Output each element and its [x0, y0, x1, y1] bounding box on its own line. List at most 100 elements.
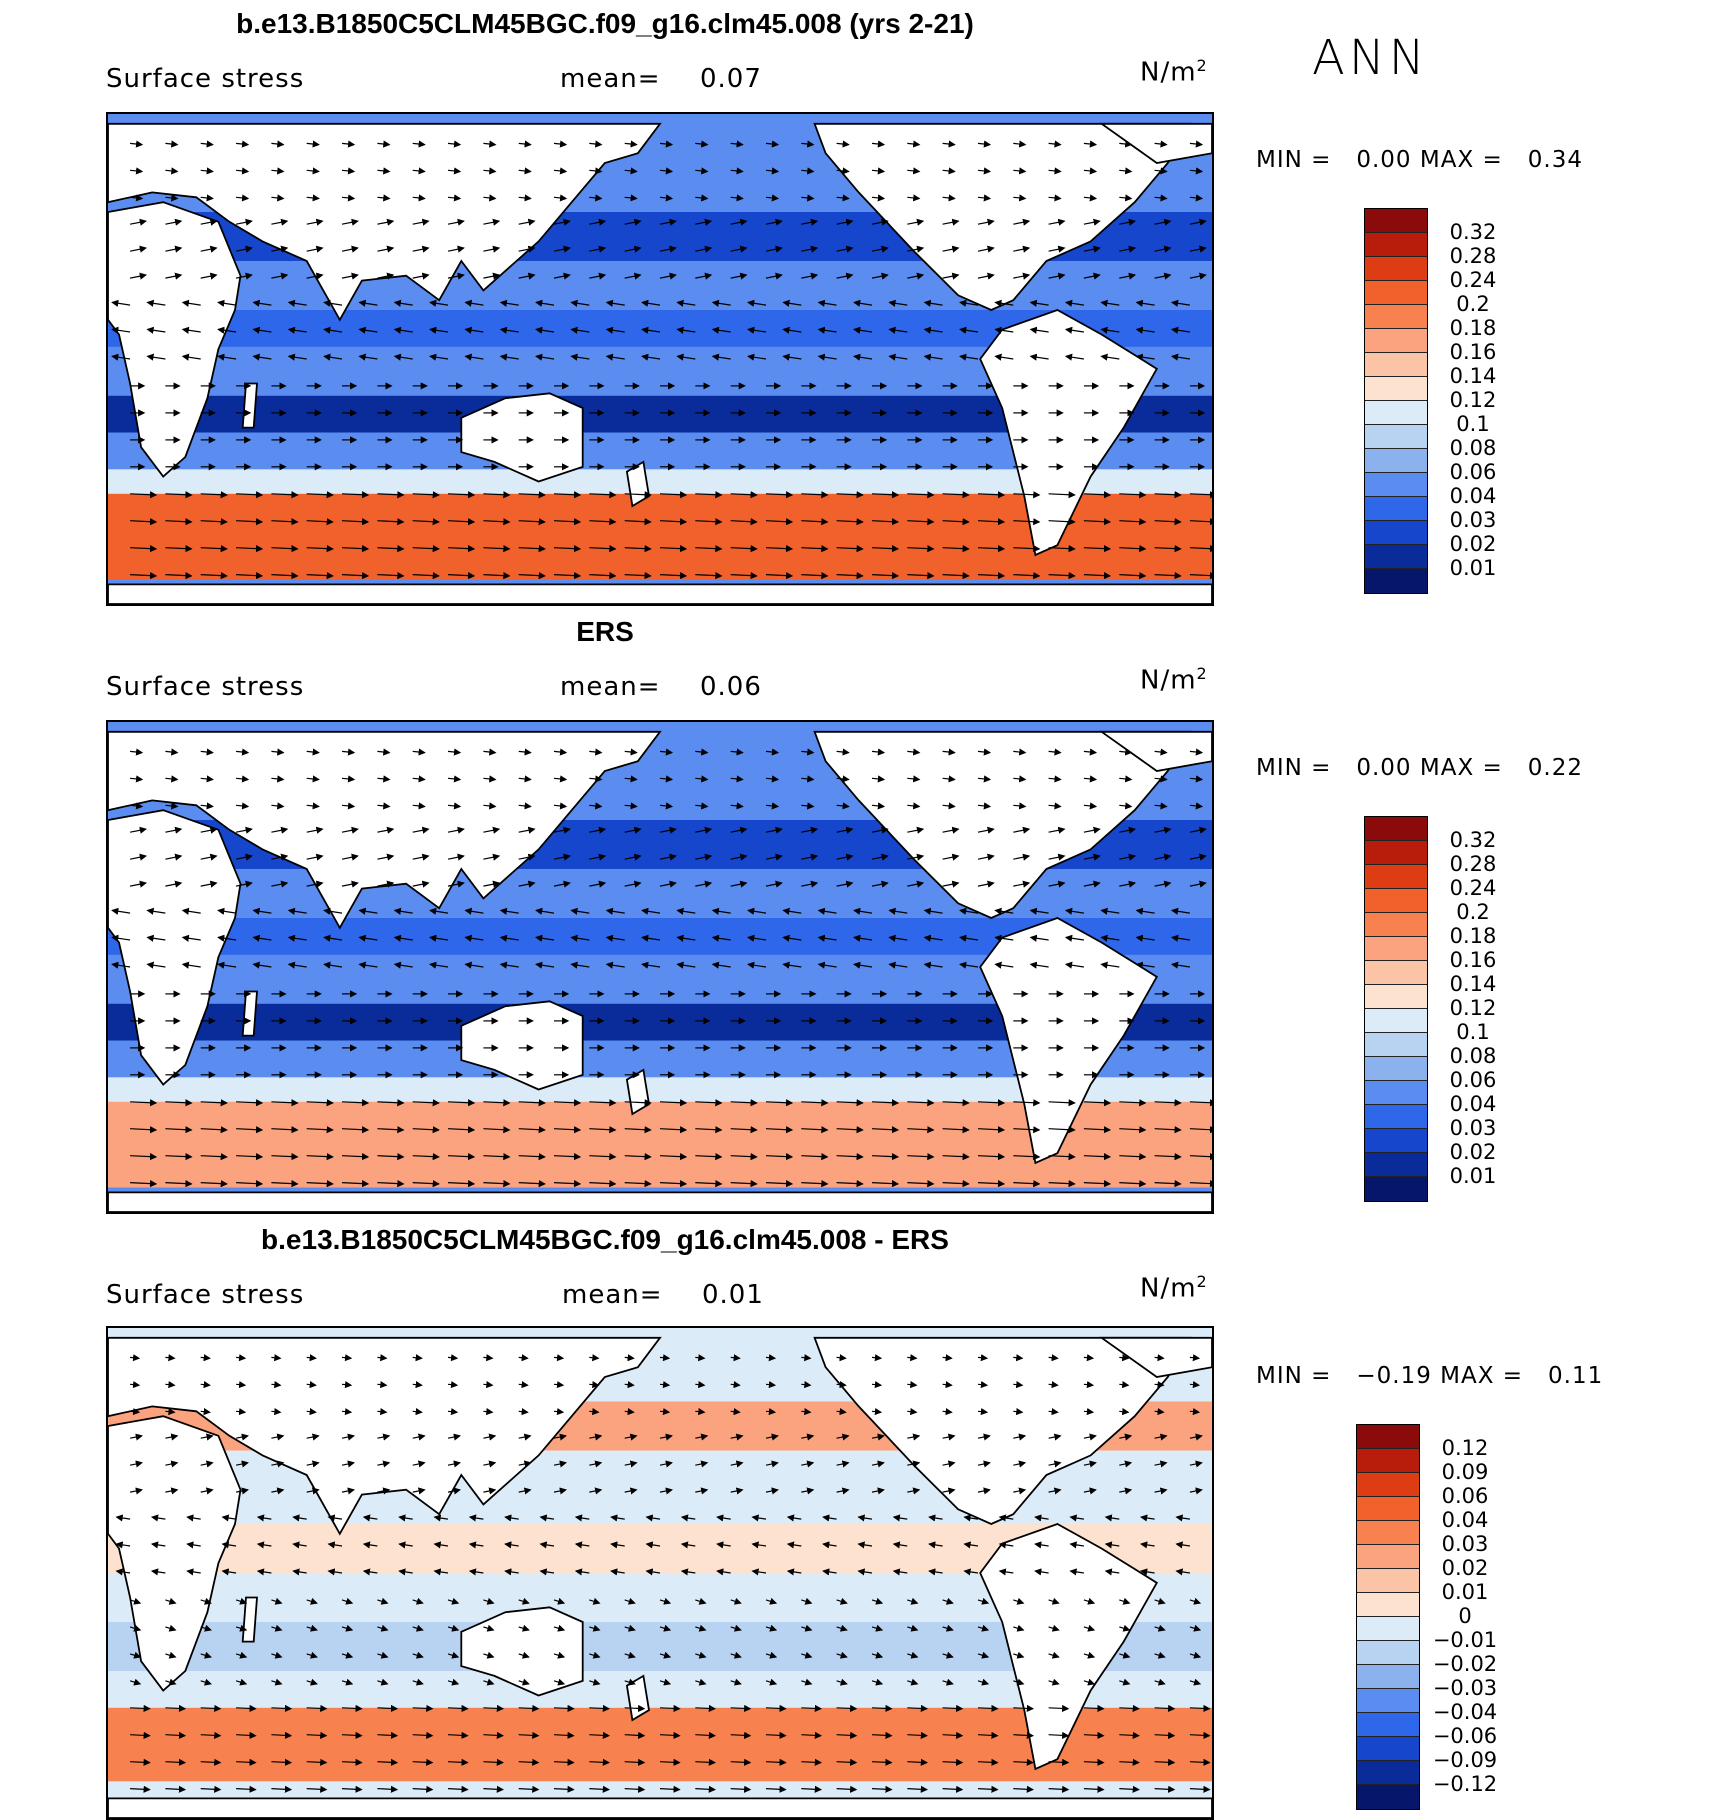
wind-stress-arrow [801, 572, 829, 580]
wind-stress-arrow [165, 853, 183, 861]
wind-stress-arrow [271, 518, 299, 526]
colorbar-swatch [1365, 569, 1427, 593]
wind-stress-arrow [181, 907, 201, 915]
wind-stress-arrow [570, 907, 590, 915]
ocean-shading-band [108, 273, 1212, 287]
wind-stress-arrow [959, 299, 979, 307]
colorbar-tick-label: 0.28 [1449, 852, 1497, 876]
wind-stress-arrow [483, 802, 497, 810]
wind-stress-arrow [853, 934, 873, 942]
wind-stress-arrow [1013, 748, 1027, 756]
wind-stress-arrow [801, 140, 815, 148]
wind-stress-arrow [801, 272, 819, 280]
wind-stress-arrow [801, 748, 815, 756]
wind-stress-arrow [464, 907, 484, 915]
wind-stress-arrow [200, 853, 218, 861]
colorbar-tick-label: 0.09 [1441, 1460, 1489, 1484]
wind-stress-arrow [341, 802, 356, 810]
wind-stress-arrow [836, 245, 854, 253]
wind-stress-arrow [447, 194, 462, 202]
panel-3-colorbar: 0.12 0.09 0.06 0.04 0.03 0.02 0.01 0 −0.01 −0.02−… [1356, 1424, 1497, 1810]
wind-stress-arrow [287, 934, 307, 942]
wind-stress-arrow [1048, 167, 1062, 175]
wind-stress-arrow [429, 907, 449, 915]
wind-stress-arrow [801, 194, 815, 202]
wind-stress-arrow [871, 880, 889, 888]
wind-stress-arrow [129, 853, 147, 861]
wind-stress-arrow [1119, 1099, 1147, 1107]
wind-stress-arrow [447, 272, 465, 280]
wind-stress-arrow [695, 802, 709, 810]
wind-stress-arrow [165, 218, 183, 226]
wind-stress-arrow [942, 194, 956, 202]
panel-2-mean-value: 0.06 [700, 672, 762, 702]
wind-stress-arrow [447, 826, 465, 834]
wind-stress-arrow [323, 934, 343, 942]
panel-1-min-max: MIN = 0.00 MAX = 0.34 [1256, 147, 1583, 173]
wind-stress-arrow [553, 518, 582, 526]
wind-stress-arrow [1119, 545, 1147, 553]
wind-stress-arrow [341, 1126, 370, 1134]
wind-stress-arrow [765, 491, 794, 499]
wind-stress-arrow [412, 194, 426, 202]
wind-stress-arrow [464, 326, 484, 334]
wind-stress-arrow [341, 245, 359, 253]
wind-stress-arrow [165, 194, 179, 202]
ocean-shading-band [108, 359, 1212, 373]
wind-stress-arrow [589, 194, 603, 202]
wind-stress-arrow [165, 802, 179, 810]
wind-stress-arrow [393, 299, 413, 307]
wind-stress-arrow [1189, 218, 1207, 226]
wind-stress-arrow [747, 326, 767, 334]
wind-stress-arrow [1100, 907, 1120, 915]
wind-stress-arrow [730, 748, 744, 756]
wind-stress-arrow [1170, 353, 1190, 361]
wind-stress-arrow [605, 326, 625, 334]
wind-stress-arrow [1100, 961, 1120, 969]
colorbar-swatch [1365, 1177, 1427, 1201]
ocean-shading-band [108, 395, 1212, 410]
wind-stress-arrow [801, 775, 815, 783]
wind-stress-arrow [287, 907, 307, 915]
wind-stress-arrow [306, 1099, 334, 1107]
wind-stress-arrow [907, 748, 921, 756]
wind-stress-arrow [271, 880, 289, 888]
wind-stress-arrow [747, 934, 767, 942]
colorbar-swatch [1357, 1689, 1419, 1713]
wind-stress-arrow [1048, 826, 1066, 834]
wind-stress-arrow [730, 218, 748, 226]
wind-stress-arrow [412, 140, 426, 148]
wind-stress-arrow [1083, 272, 1101, 280]
wind-stress-arrow [181, 961, 201, 969]
wind-stress-arrow [165, 518, 193, 526]
land-outline [108, 1797, 1212, 1818]
colorbar-tick-label: 0.06 [1449, 1068, 1497, 1092]
wind-stress-arrow [483, 491, 511, 499]
colorbar-tick-label: 0.28 [1449, 244, 1497, 268]
wind-stress-arrow [377, 802, 391, 810]
wind-stress-arrow [447, 1126, 476, 1134]
wind-stress-arrow [836, 802, 850, 810]
wind-stress-arrow [1119, 880, 1137, 888]
land-outline [241, 382, 258, 429]
wind-stress-arrow [518, 880, 536, 888]
ocean-shading-band [108, 991, 1212, 1005]
wind-stress-arrow [624, 1099, 652, 1107]
wind-stress-arrow [236, 518, 264, 526]
wind-stress-arrow [747, 299, 767, 307]
panel-3-mean-value: 0.01 [702, 1280, 764, 1310]
wind-stress-arrow [977, 802, 992, 810]
wind-stress-arrow [801, 518, 829, 526]
colorbar-swatch [1365, 937, 1427, 961]
wind-stress-arrow [942, 775, 956, 783]
wind-stress-arrow [377, 826, 395, 834]
wind-stress-arrow [589, 853, 607, 861]
ocean-shading-band [108, 979, 1212, 993]
wind-stress-arrow [217, 934, 237, 942]
wind-stress-arrow [377, 167, 391, 175]
wind-stress-arrow [711, 907, 731, 915]
wind-stress-arrow [429, 961, 449, 969]
wind-stress-arrow [377, 140, 391, 148]
wind-stress-arrow [412, 880, 430, 888]
wind-stress-arrow [200, 880, 218, 888]
